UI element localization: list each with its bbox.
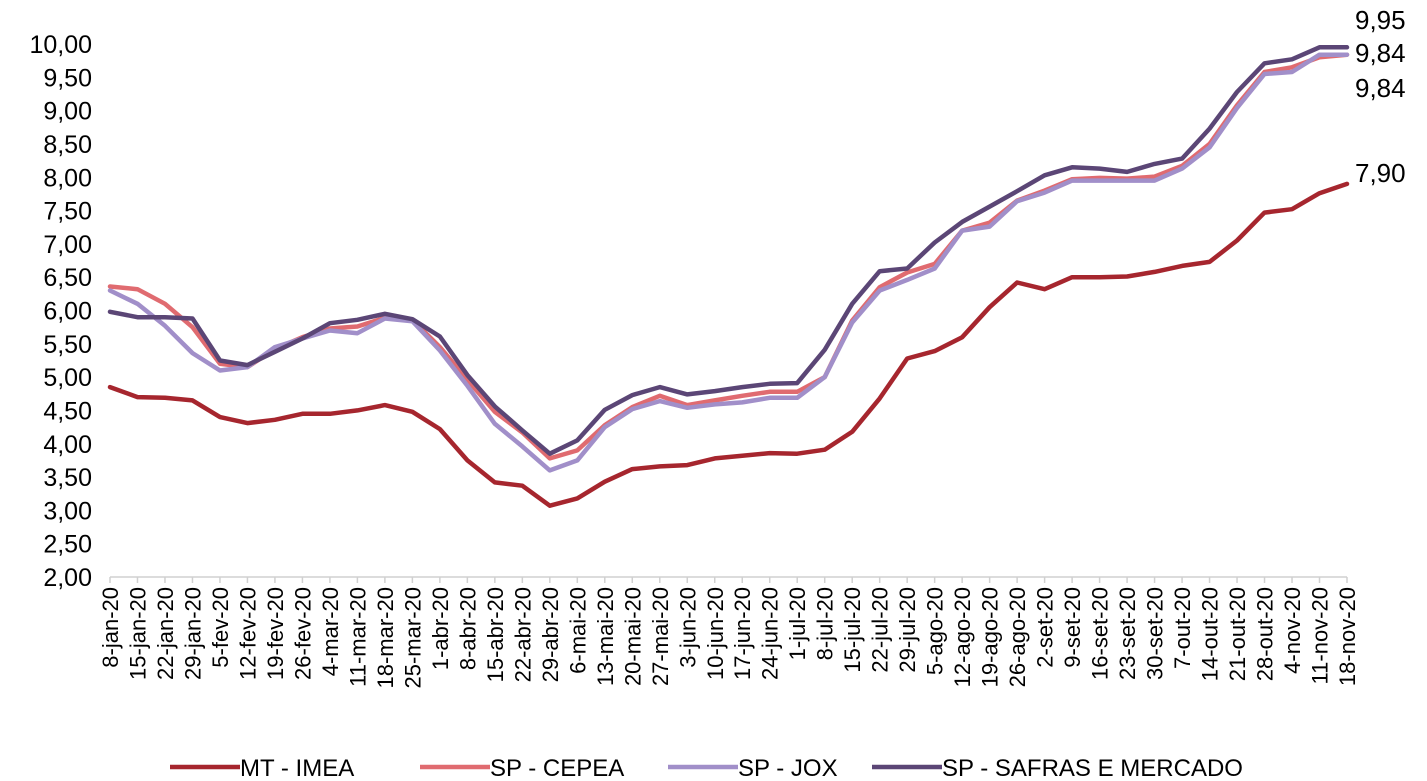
y-tick-label: 6,00 bbox=[43, 298, 92, 326]
x-tick-label: 5-fev-20 bbox=[208, 587, 233, 668]
x-tick-label: 29-jan-20 bbox=[180, 587, 205, 680]
x-tick-label: 7-out-20 bbox=[1170, 587, 1195, 669]
y-tick-label: 9,50 bbox=[43, 64, 92, 92]
x-tick-label: 15-jan-20 bbox=[125, 587, 150, 680]
x-tick-label: 8-abr-20 bbox=[455, 587, 480, 670]
x-tick-label: 23-set-20 bbox=[1115, 587, 1140, 680]
x-tick-label: 12-ago-20 bbox=[950, 587, 975, 687]
x-tick-label: 22-jul-20 bbox=[868, 587, 893, 673]
x-tick-label: 8-jan-20 bbox=[98, 587, 123, 668]
x-tick-label: 28-out-20 bbox=[1253, 587, 1278, 681]
y-tick-label: 10,00 bbox=[29, 31, 92, 59]
legend-label: SP - CEPEA bbox=[490, 755, 624, 781]
x-tick-label: 9-set-20 bbox=[1060, 587, 1085, 668]
y-tick-label: 2,50 bbox=[43, 531, 92, 559]
x-tick-label: 21-out-20 bbox=[1225, 587, 1250, 681]
x-tick-label: 19-ago-20 bbox=[978, 587, 1003, 687]
y-tick-label: 7,50 bbox=[43, 198, 92, 226]
y-tick-label: 7,00 bbox=[43, 231, 92, 259]
x-tick-label: 24-jun-20 bbox=[758, 587, 783, 680]
legend-item: SP - JOX bbox=[668, 755, 838, 781]
x-tick-label: 22-jan-20 bbox=[153, 587, 178, 680]
x-tick-label: 22-abr-20 bbox=[510, 587, 535, 682]
y-tick-label: 2,00 bbox=[43, 564, 92, 592]
y-tick-label: 5,50 bbox=[43, 331, 92, 359]
x-tick-label: 3-jun-20 bbox=[675, 587, 700, 668]
x-tick-label: 4-mar-20 bbox=[318, 587, 343, 676]
y-tick-label: 6,50 bbox=[43, 264, 92, 292]
x-tick-label: 18-mar-20 bbox=[373, 587, 398, 688]
x-tick-label: 29-jul-20 bbox=[895, 587, 920, 673]
end-value-label: 9,84 bbox=[1355, 73, 1406, 103]
x-tick-label: 16-set-20 bbox=[1088, 587, 1113, 680]
x-tick-label: 26-ago-20 bbox=[1005, 587, 1030, 687]
x-tick-label: 5-ago-20 bbox=[923, 587, 948, 675]
x-tick-label: 10-jun-20 bbox=[703, 587, 728, 680]
x-tick-label: 2-set-20 bbox=[1033, 587, 1058, 668]
x-tick-label: 12-fev-20 bbox=[235, 587, 260, 680]
x-tick-label: 14-out-20 bbox=[1198, 587, 1223, 681]
x-tick-label: 13-mai-20 bbox=[593, 587, 618, 686]
legend-label: SP - JOX bbox=[738, 755, 838, 781]
series-lines bbox=[107, 45, 1350, 508]
y-tick-label: 9,00 bbox=[43, 98, 92, 126]
y-tick-label: 3,50 bbox=[43, 464, 92, 492]
x-axis: 8-jan-20 15-jan-20 22-jan-20 29-jan-20 5-fev… bbox=[98, 576, 1360, 688]
y-tick-label: 4,50 bbox=[43, 397, 92, 425]
x-tick-label: 15-abr-20 bbox=[483, 587, 508, 682]
x-tick-label: 17-jun-20 bbox=[730, 587, 755, 680]
series-line-2 bbox=[107, 52, 1350, 473]
series-line-1 bbox=[107, 52, 1350, 461]
y-tick-label: 8,00 bbox=[43, 164, 92, 192]
y-axis: 2,00 2,50 3,00 3,50 4,00 4,50 5,00 5,50 6,00 6,50… bbox=[29, 31, 92, 592]
x-tick-label: 6-mai-20 bbox=[565, 587, 590, 674]
legend-item: SP - SAFRAS E MERCADO bbox=[872, 755, 1243, 781]
x-tick-label: 18-nov-20 bbox=[1335, 587, 1360, 686]
end-labels: 7,909,849,849,95 bbox=[1355, 5, 1406, 188]
y-tick-label: 4,00 bbox=[43, 431, 92, 459]
series-line-3 bbox=[107, 45, 1350, 456]
x-tick-label: 11-nov-20 bbox=[1308, 587, 1333, 684]
x-tick-label: 4-nov-20 bbox=[1280, 587, 1305, 674]
x-tick-label: 15-jul-20 bbox=[840, 587, 865, 673]
y-tick-label: 3,00 bbox=[43, 497, 92, 525]
legend-label: SP - SAFRAS E MERCADO bbox=[942, 755, 1243, 781]
x-tick-label: 19-fev-20 bbox=[263, 587, 288, 680]
legend-label: MT - IMEA bbox=[240, 755, 354, 781]
x-tick-label: 11-mar-20 bbox=[345, 587, 370, 687]
y-tick-label: 8,50 bbox=[43, 131, 92, 159]
end-value-label: 7,90 bbox=[1355, 158, 1406, 188]
y-tick-label: 5,00 bbox=[43, 364, 92, 392]
x-tick-label: 1-jul-20 bbox=[785, 587, 810, 660]
x-tick-label: 25-mar-20 bbox=[400, 587, 425, 688]
x-tick-label: 29-abr-20 bbox=[538, 587, 563, 682]
end-value-label: 9,95 bbox=[1355, 5, 1406, 35]
legend-item: MT - IMEA bbox=[170, 755, 354, 781]
x-tick-label: 1-abr-20 bbox=[428, 587, 453, 670]
series-line-0 bbox=[107, 181, 1350, 508]
x-tick-label: 8-jul-20 bbox=[813, 587, 838, 660]
x-tick-label: 20-mai-20 bbox=[620, 587, 645, 686]
x-tick-label: 30-set-20 bbox=[1143, 587, 1168, 680]
legend-item: SP - CEPEA bbox=[420, 755, 624, 781]
end-value-label: 9,84 bbox=[1355, 38, 1406, 68]
x-tick-label: 26-fev-20 bbox=[290, 587, 315, 680]
legend: MT - IMEA SP - CEPEA SP - JOX SP - SAFRAS E… bbox=[170, 755, 1243, 781]
x-tick-label: 27-mai-20 bbox=[648, 587, 673, 686]
